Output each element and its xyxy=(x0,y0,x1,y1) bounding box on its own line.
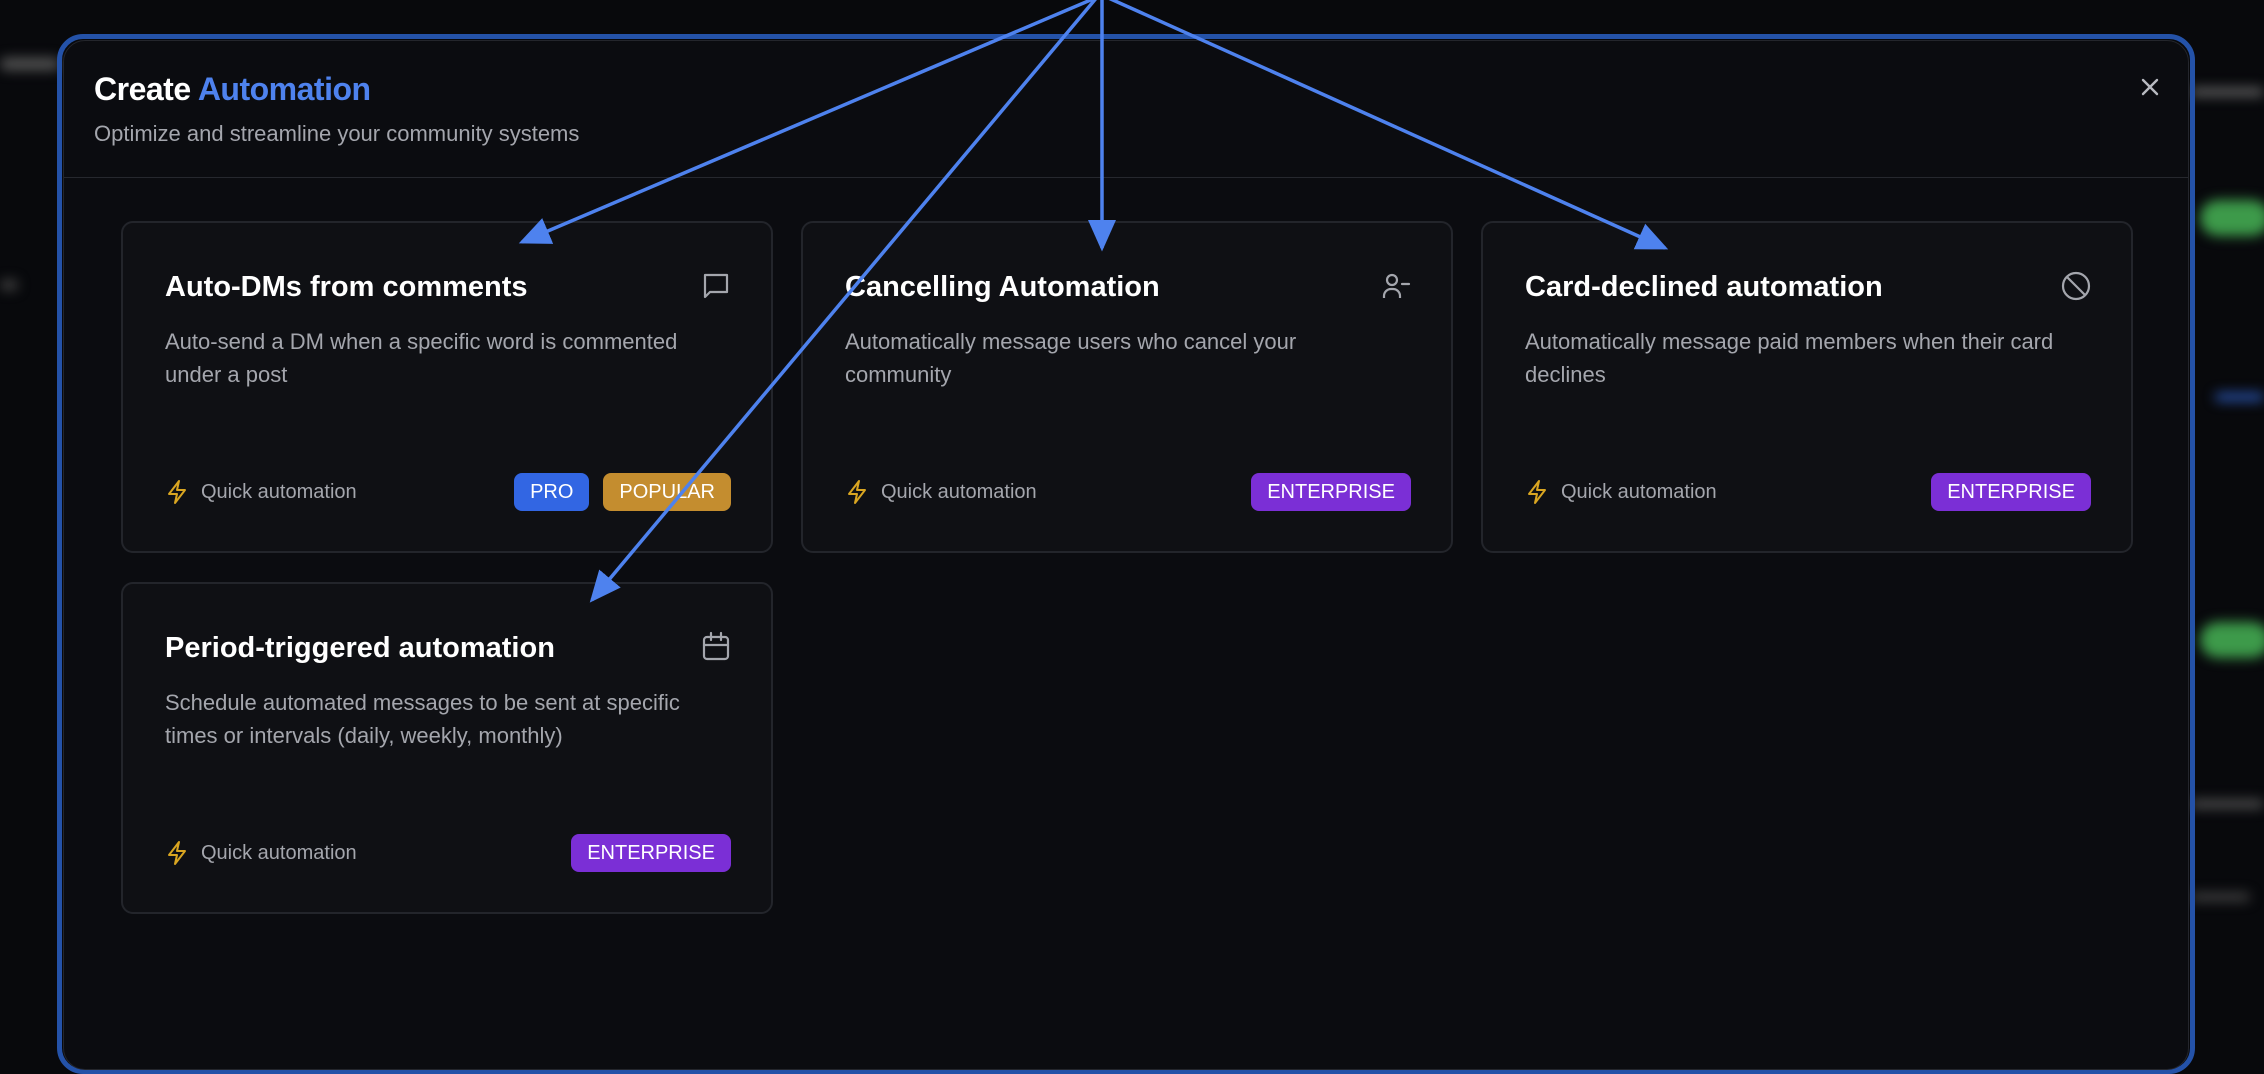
background-page xyxy=(0,58,2264,901)
card-title: Cancelling Automation xyxy=(845,271,1160,303)
automation-card[interactable]: Card-declined automation Automatically m… xyxy=(1481,221,2133,553)
ban-icon xyxy=(2061,271,2091,301)
card-footer: Quick automation xyxy=(165,840,357,866)
background-text xyxy=(2190,800,2264,808)
modal-title: Create Automation xyxy=(94,71,371,108)
plan-badge: POPULAR xyxy=(603,473,731,511)
close-icon xyxy=(2141,78,2159,96)
lightning-bolt-icon xyxy=(848,480,866,504)
title-prefix: Create xyxy=(94,71,191,107)
card-description: Automatically message paid members when … xyxy=(1525,329,2054,387)
close-button[interactable] xyxy=(2134,71,2166,103)
header-divider xyxy=(64,177,2188,178)
background-text xyxy=(2190,88,2264,96)
lightning-bolt-icon xyxy=(1528,480,1546,504)
lightning-bolt-icon xyxy=(168,480,186,504)
automation-type-label: Quick automation xyxy=(881,480,1037,503)
automation-card[interactable]: Cancelling Automation Automatically mess… xyxy=(801,221,1453,553)
badge-group: ENTERPRISE xyxy=(571,834,731,872)
badge-group: PRO POPULAR xyxy=(514,473,731,511)
automation-card[interactable]: Auto-DMs from comments Auto-send a DM wh… xyxy=(121,221,773,553)
card-title: Period-triggered automation xyxy=(165,632,555,664)
card-footer: Quick automation xyxy=(165,479,357,505)
badge-group: ENTERPRISE xyxy=(1931,473,2091,511)
automation-type-label: Quick automation xyxy=(1561,480,1717,503)
background-text xyxy=(0,58,60,70)
plan-badge: PRO xyxy=(514,473,590,511)
automation-type-label: Quick automation xyxy=(201,841,357,864)
card-footer: Quick automation xyxy=(845,479,1037,505)
background-toggle xyxy=(2200,200,2264,236)
card-description: Auto-send a DM when a specific word is c… xyxy=(165,329,678,387)
message-square-icon xyxy=(703,273,729,299)
automation-card[interactable]: Period-triggered automation Schedule aut… xyxy=(121,582,773,914)
plan-badge: ENTERPRISE xyxy=(1251,473,1411,511)
automation-type-label: Quick automation xyxy=(201,480,357,503)
background-text xyxy=(2190,893,2250,901)
card-description: Schedule automated messages to be sent a… xyxy=(165,690,680,748)
user-minus-icon xyxy=(1382,273,1411,298)
card-description: Automatically message users who cancel y… xyxy=(845,329,1297,387)
badge-group: ENTERPRISE xyxy=(1251,473,1411,511)
card-footer: Quick automation xyxy=(1525,479,1717,505)
plan-badge: ENTERPRISE xyxy=(571,834,731,872)
plan-badge: ENTERPRISE xyxy=(1931,473,2091,511)
card-title: Card-declined automation xyxy=(1525,271,1883,303)
create-automation-modal: Create Automation Optimize and streamlin… xyxy=(63,40,2189,1070)
background-text xyxy=(0,280,18,290)
lightning-bolt-icon xyxy=(168,841,186,865)
background-toggle xyxy=(2200,622,2264,658)
calendar-icon xyxy=(702,631,730,661)
title-accent: Automation xyxy=(197,71,371,107)
modal-subtitle: Optimize and streamline your community s… xyxy=(94,121,580,146)
background-link xyxy=(2215,393,2264,401)
card-title: Auto-DMs from comments xyxy=(165,271,528,303)
